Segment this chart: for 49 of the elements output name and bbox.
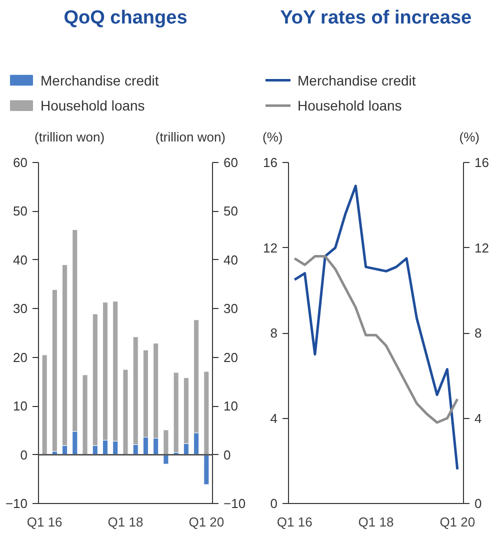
y-tick-label: 0 — [270, 496, 278, 511]
y2-tick-label: 8 — [474, 326, 482, 340]
y2-tick-label: 0 — [474, 496, 482, 511]
y-axis-title: (trillion won) — [34, 130, 105, 145]
y-tick-label: 30 — [13, 301, 28, 316]
y2-tick-label: 50 — [224, 204, 238, 219]
y-tick-label: 8 — [270, 326, 278, 340]
bar — [122, 369, 128, 456]
x-tick-label: Q1 16 — [26, 514, 62, 530]
chart-title: YoY rates of increase — [280, 8, 472, 28]
y-tick-label: 20 — [13, 350, 28, 365]
bar — [82, 374, 88, 456]
y2-tick-label: 4 — [474, 410, 482, 426]
line-series — [293, 255, 459, 424]
y-tick-label: 60 — [13, 155, 28, 170]
y2-tick-label: −10 — [224, 496, 246, 511]
y-tick-label: 12 — [263, 240, 278, 256]
y2-tick-label: 16 — [474, 155, 489, 170]
chart-title: QoQ changes — [64, 8, 188, 28]
y2-tick-label: 40 — [224, 252, 238, 268]
x-tick-label: Q1 18 — [358, 514, 394, 530]
x-tick-label: Q1 20 — [188, 514, 224, 530]
y-tick-label: −10 — [5, 496, 28, 511]
x-tick-label: Q1 18 — [108, 514, 144, 530]
y2-tick-label: 10 — [224, 398, 238, 414]
bar — [42, 354, 48, 456]
y-tick-label: 50 — [13, 204, 28, 219]
y2-tick-label: 0 — [224, 447, 231, 462]
y2-axis-title: (%) — [459, 130, 480, 145]
y2-tick-label: 20 — [224, 350, 238, 365]
legend-label: Household loans — [40, 98, 145, 114]
y2-tick-label: 30 — [224, 301, 238, 316]
bar — [52, 289, 58, 452]
legend-label: Merchandise credit — [40, 72, 159, 88]
bar — [173, 372, 179, 453]
y2-tick-label: 60 — [224, 155, 238, 170]
y-tick-label: 16 — [263, 155, 278, 170]
y2-tick-label: 12 — [474, 240, 489, 256]
y2-axis-title: (trillion won) — [155, 130, 226, 145]
y-axis-title: (%) — [262, 130, 283, 145]
y-tick-label: 4 — [270, 410, 278, 426]
x-tick-label: Q1 20 — [440, 514, 476, 530]
y-tick-label: 10 — [13, 398, 28, 414]
legend-label: Merchandise credit — [298, 72, 416, 88]
y-tick-label: 0 — [20, 447, 28, 462]
x-tick-label: Q1 16 — [276, 514, 312, 530]
y-tick-label: 40 — [13, 252, 28, 268]
line-series — [293, 184, 459, 471]
legend-label: Household loans — [298, 98, 402, 114]
